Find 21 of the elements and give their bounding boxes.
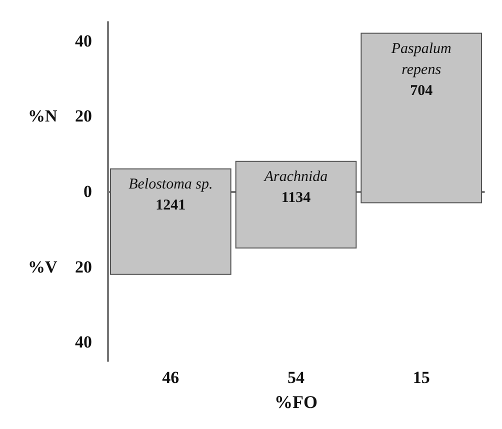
y-axis-title: %N [28, 106, 58, 126]
x-tick-label: 54 [288, 368, 305, 387]
annotation: Paspalum [390, 40, 452, 57]
x-tick-label: 46 [162, 368, 180, 387]
bar [360, 32, 482, 204]
y-tick-label: 20 [75, 257, 92, 276]
text: %V [28, 257, 58, 276]
annotation: Belostoma sp. [128, 176, 213, 192]
annotation: 1241 [156, 197, 186, 214]
annotation: repens [402, 62, 442, 78]
x-axis-title: %FO [274, 392, 318, 412]
annotation: Arachnida [263, 168, 328, 185]
y-tick-label: 40 [75, 332, 92, 352]
x-tick-label: 15 [412, 368, 430, 387]
bar [110, 168, 232, 275]
annotation: 704 [410, 82, 434, 99]
y-tick-label: 20 [75, 106, 92, 126]
annotation: 1134 [281, 190, 312, 206]
y-tick-label: 40 [75, 31, 92, 50]
bar [235, 160, 357, 248]
y-tick-label: 0 [84, 182, 92, 201]
